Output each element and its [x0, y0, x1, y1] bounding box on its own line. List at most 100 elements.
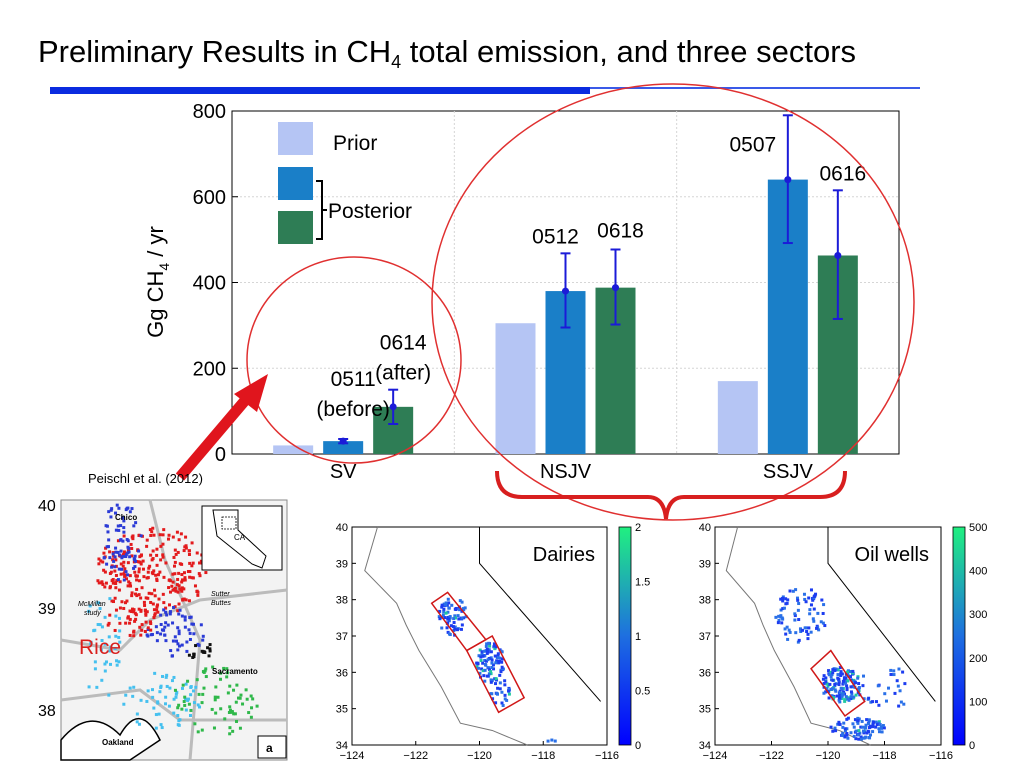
rice-dot [130, 594, 134, 598]
rice-dot [117, 635, 121, 639]
source-pixel [776, 621, 780, 625]
source-pixel [831, 678, 835, 682]
source-pixel [490, 658, 494, 662]
rice-dot [187, 549, 191, 553]
source-pixel [780, 616, 784, 620]
rice-dot [168, 612, 172, 616]
source-pixel [786, 598, 790, 602]
rice-dot [124, 693, 128, 697]
source-pixel [864, 735, 868, 739]
rice-dot [177, 584, 181, 588]
map-title: Dairies [533, 544, 595, 566]
rice-dot [137, 722, 141, 726]
source-pixel [447, 632, 451, 636]
source-pixel [860, 719, 864, 723]
rice-dot [89, 640, 93, 644]
source-pixel [856, 733, 860, 737]
source-pixel [841, 682, 845, 686]
rice-dot [247, 711, 251, 715]
rice-dot [114, 586, 118, 590]
rice-dot [162, 601, 166, 605]
source-pixel [865, 718, 869, 722]
source-pixel [871, 730, 875, 734]
bar-annotation: 0616 [819, 162, 866, 185]
rice-dot [188, 637, 192, 641]
rice-dot [126, 573, 130, 577]
colorbar-tick-label: 2 [635, 522, 641, 534]
rice-dot [155, 577, 159, 581]
rice-dot [195, 678, 199, 682]
rice-dot [168, 578, 172, 582]
source-pixel [461, 607, 465, 611]
source-pixel [851, 722, 855, 726]
source-pixel [546, 739, 550, 743]
x-tick-label: −118 [531, 750, 555, 762]
source-pixel [843, 676, 847, 680]
rice-dot [119, 572, 123, 576]
rice-dot [190, 576, 194, 580]
rice-dot [172, 675, 176, 679]
rice-dot [204, 675, 208, 679]
rice-dot [241, 702, 245, 706]
source-pixel [463, 606, 467, 610]
source-pixel [812, 594, 816, 598]
rice-dot [108, 586, 112, 590]
rice-dot [100, 638, 104, 642]
rice-dot [177, 632, 181, 636]
source-pixel [882, 726, 886, 730]
colorbar [952, 526, 966, 746]
rice-dot [139, 562, 143, 566]
rice-dot [212, 726, 216, 730]
source-pixel [498, 656, 502, 660]
rice-dot [180, 580, 184, 584]
rice-dot [219, 671, 223, 675]
rice-dot [187, 702, 191, 706]
source-pixel [811, 617, 815, 621]
rice-dot [118, 621, 122, 625]
rice-dot [152, 569, 156, 573]
rice-dot [133, 554, 137, 558]
rice-dot [227, 710, 231, 714]
source-pixel [507, 689, 511, 693]
rice-dot [121, 516, 125, 520]
rice-dot [100, 678, 104, 682]
y-tick-label: 36 [336, 667, 348, 679]
sv-highlight-ellipse [246, 256, 462, 464]
rice-dot [172, 711, 176, 715]
source-pixel [498, 681, 502, 685]
rice-dot [115, 503, 119, 507]
rice-dot [196, 593, 200, 597]
rice-dot [156, 573, 160, 577]
source-pixel [484, 644, 488, 648]
rice-dot [120, 567, 124, 571]
source-pixel [487, 648, 491, 652]
rice-dot [185, 640, 189, 644]
rice-dot [169, 649, 173, 653]
source-pixel [493, 654, 497, 658]
rice-dot [130, 535, 134, 539]
rice-dot [159, 686, 163, 690]
rice-dot [150, 530, 154, 534]
y-tick-label: 200 [193, 358, 226, 380]
source-pixel [447, 619, 451, 623]
rice-dot [125, 599, 129, 603]
source-pixel [808, 608, 812, 612]
source-pixel [781, 595, 785, 599]
rice-dot [225, 667, 229, 671]
rice-dot [104, 546, 108, 550]
rice-dot [190, 622, 194, 626]
source-pixel [834, 729, 838, 733]
rice-dot [158, 570, 162, 574]
rice-dot [87, 609, 91, 613]
rice-dot [107, 538, 111, 542]
rice-dot [163, 625, 167, 629]
rice-dot [111, 552, 115, 556]
rice-dot [213, 695, 217, 699]
rice-dot [183, 703, 187, 707]
rice-dot [124, 508, 128, 512]
rice-dot [144, 620, 148, 624]
source-pixel [500, 690, 504, 694]
source-pixel [453, 625, 457, 629]
source-pixel [852, 734, 856, 738]
rice-dot [186, 697, 190, 701]
